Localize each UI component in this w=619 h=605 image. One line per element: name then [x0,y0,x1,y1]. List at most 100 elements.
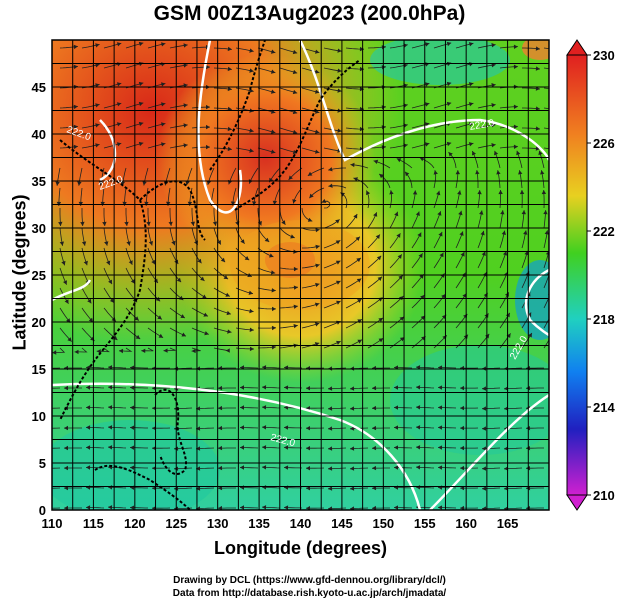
streamline-arrowhead [328,446,333,451]
streamline-arrowhead [412,190,418,195]
streamline-arrowhead [491,63,496,68]
streamline-arrowhead [480,230,485,236]
streamline-arrowhead [218,465,223,471]
streamline-arrowhead [468,42,474,47]
streamline-arrowhead [472,151,476,156]
streamline-arrowhead [196,486,201,491]
streamline-arrowhead [521,210,526,215]
streamline-arrowhead [513,64,518,69]
streamline-arrowhead [315,263,320,268]
colorbar-tick-label: 214 [593,400,615,415]
streamline-arrowhead [420,315,425,320]
colorbar: 230 226 222 218 214 210 [566,39,615,511]
streamline-arrowhead [377,276,382,281]
streamline [543,273,549,289]
streamline-arrowhead [206,104,210,110]
streamline-arrowhead [416,385,421,390]
streamline-arrowhead [81,241,87,246]
streamline-arrowhead [504,406,509,411]
streamline-arrowhead [424,142,430,147]
streamline-arrowhead [397,254,402,259]
streamline [543,67,549,70]
streamline-arrowhead [523,230,528,235]
streamline-arrowhead [446,141,452,147]
streamline-arrowhead [438,385,443,390]
streamline-arrowhead [394,505,398,510]
streamline-arrowhead [270,49,276,54]
streamline-arrowhead [350,506,355,510]
streamline-arrowhead [372,385,377,391]
streamline-arrowhead [249,48,254,53]
streamline-arrowhead [161,102,166,107]
streamline-arrowhead [218,385,223,391]
streamline-arrowhead [204,331,209,336]
y-axis-label: Latitude (degrees) [9,194,30,351]
streamline-arrowhead [396,233,401,238]
streamline [543,47,549,50]
streamline-arrowhead [482,486,487,491]
streamline-arrowhead [350,466,355,471]
streamline-arrowhead [424,122,430,127]
streamline-arrowhead [225,292,230,297]
streamline-arrowhead [328,466,333,471]
streamline-arrowhead [290,234,295,239]
streamline-arrowhead [378,338,384,343]
streamline-arrowhead [350,486,355,491]
streamline-arrowhead [108,425,113,430]
streamline-arrowhead [58,221,63,226]
streamline-arrowhead [504,506,509,510]
streamline-arrowhead [394,465,398,470]
streamline-arrowhead [482,446,487,451]
streamline [52,387,61,389]
streamline-arrowhead [126,241,131,246]
streamline-arrowhead [212,221,218,226]
streamline-arrowhead [124,221,129,226]
streamline-arrowhead [557,128,561,132]
streamline-arrowhead [321,198,327,203]
streamline-arrowhead [272,306,276,312]
streamline-arrowhead [535,146,540,151]
streamline-arrowhead [460,445,464,451]
y-tick-label: 15 [32,362,46,377]
streamline-arrowhead [74,349,79,355]
streamline-arrowhead [292,89,298,95]
streamline-arrowhead [130,445,135,450]
streamline-arrowhead [306,506,310,510]
streamline-arrowhead [271,345,276,350]
streamline-arrowhead [130,279,135,284]
streamline-arrowhead [337,48,342,53]
streamline-arrowhead [108,365,113,370]
streamline-arrowhead [527,312,532,317]
streamline-arrowhead [496,170,501,175]
streamline-arrowhead [52,350,57,355]
streamline-arrowhead [541,190,547,195]
streamline-arrowhead [482,426,487,431]
streamline-arrowhead [100,201,105,206]
streamline-arrowhead [438,231,443,237]
streamline-arrowhead [196,466,201,471]
streamline-arrowhead [306,446,310,451]
y-tick-label: 40 [32,127,46,142]
streamline-arrowhead [206,144,210,150]
streamline-arrowhead [64,505,68,510]
streamline-arrowhead [366,190,371,196]
streamline-arrowhead [350,426,355,431]
streamline-arrowhead [64,385,68,391]
streamline-arrowhead [372,405,377,411]
streamline-arrowhead [226,310,231,316]
streamline [52,407,61,409]
streamline-arrowhead [372,505,377,510]
streamline-arrowhead [535,106,540,111]
streamline-arrowhead [161,142,166,147]
streamline-arrowhead [55,181,60,186]
streamline-arrowhead [240,505,244,510]
streamline [52,427,61,429]
streamline-arrowhead [119,348,124,354]
streamline-arrowhead [152,506,156,510]
streamline-arrowhead [513,104,518,109]
streamline-arrowhead [248,290,253,295]
streamline-arrowhead [475,170,480,175]
streamline-arrowhead [457,190,462,195]
streamline-arrowhead [152,426,156,431]
streamline-arrowhead [141,348,146,353]
